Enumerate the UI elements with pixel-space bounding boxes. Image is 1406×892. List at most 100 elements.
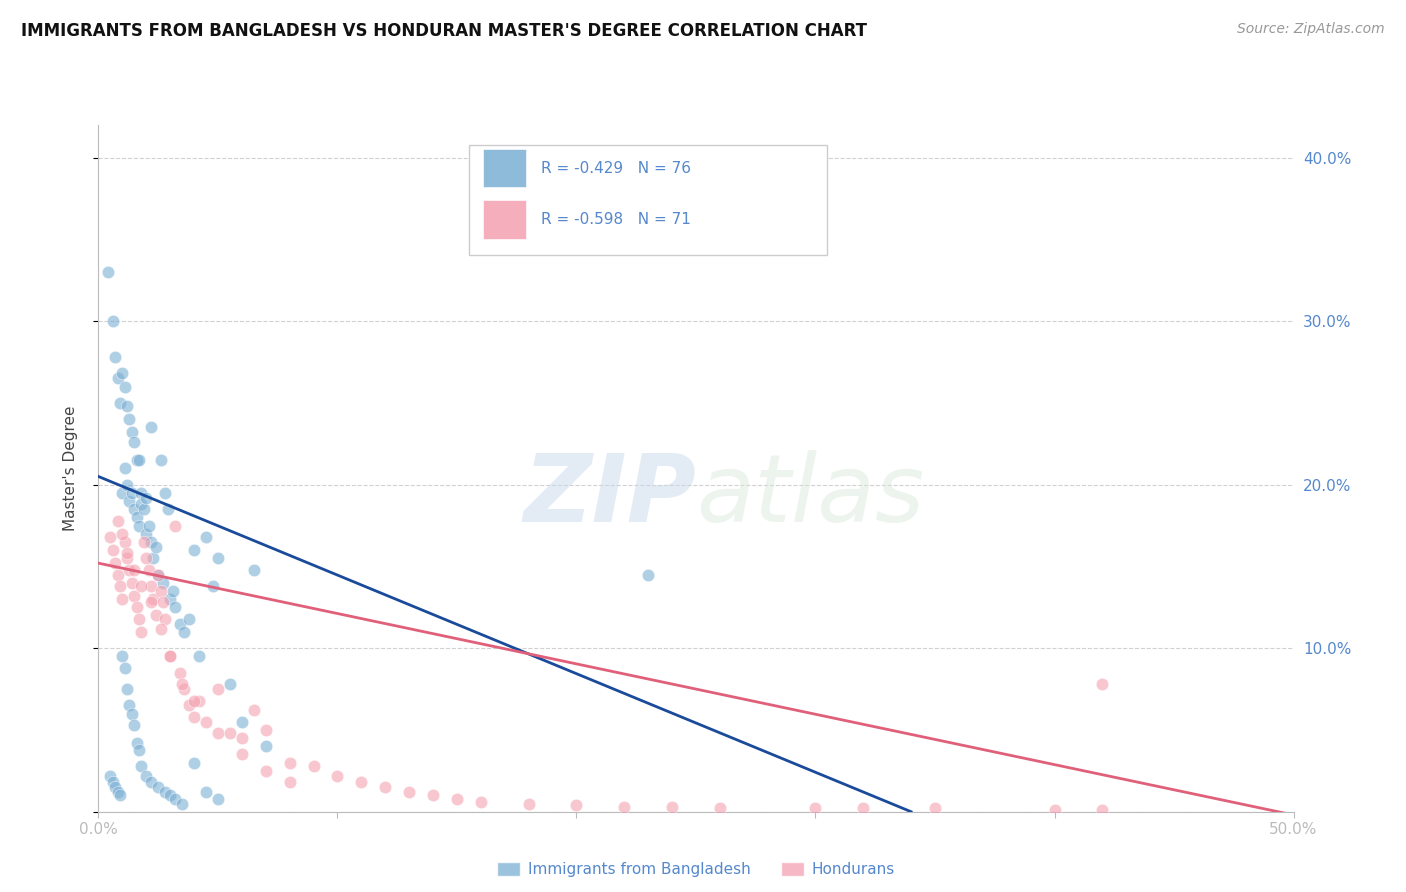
Immigrants from Bangladesh bbox=[128, 518, 150, 533]
Immigrants from Bangladesh bbox=[97, 265, 120, 279]
Immigrants from Bangladesh bbox=[183, 543, 205, 558]
Hondurans bbox=[159, 649, 181, 664]
Hondurans bbox=[124, 589, 146, 603]
Hondurans bbox=[852, 801, 875, 815]
Immigrants from Bangladesh bbox=[139, 534, 162, 549]
Immigrants from Bangladesh bbox=[114, 661, 136, 675]
Immigrants from Bangladesh bbox=[124, 718, 146, 732]
Hondurans bbox=[278, 775, 301, 789]
Immigrants from Bangladesh bbox=[115, 399, 138, 413]
Hondurans bbox=[302, 759, 325, 773]
Hondurans bbox=[326, 769, 349, 783]
Immigrants from Bangladesh bbox=[183, 756, 205, 770]
Hondurans bbox=[207, 681, 229, 696]
Hondurans bbox=[278, 756, 301, 770]
Immigrants from Bangladesh bbox=[163, 600, 186, 615]
Hondurans bbox=[107, 514, 129, 528]
Hondurans bbox=[254, 723, 277, 737]
Hondurans bbox=[398, 785, 420, 799]
Immigrants from Bangladesh bbox=[152, 575, 174, 590]
Immigrants from Bangladesh bbox=[243, 563, 266, 577]
Immigrants from Bangladesh bbox=[104, 350, 127, 364]
Text: atlas: atlas bbox=[696, 450, 924, 541]
Immigrants from Bangladesh bbox=[121, 425, 143, 440]
Immigrants from Bangladesh bbox=[101, 775, 124, 789]
Immigrants from Bangladesh bbox=[115, 681, 138, 696]
Hondurans bbox=[183, 693, 205, 707]
Immigrants from Bangladesh bbox=[142, 551, 165, 566]
Immigrants from Bangladesh bbox=[202, 579, 225, 593]
Hondurans bbox=[350, 775, 373, 789]
Hondurans bbox=[804, 801, 827, 815]
Hondurans bbox=[111, 592, 134, 607]
Hondurans bbox=[661, 799, 683, 814]
Immigrants from Bangladesh bbox=[194, 530, 218, 544]
Hondurans bbox=[118, 563, 141, 577]
Hondurans bbox=[114, 534, 136, 549]
Hondurans bbox=[139, 595, 162, 609]
Immigrants from Bangladesh bbox=[118, 412, 141, 426]
Immigrants from Bangladesh bbox=[148, 567, 170, 582]
Hondurans bbox=[131, 579, 153, 593]
Text: IMMIGRANTS FROM BANGLADESH VS HONDURAN MASTER'S DEGREE CORRELATION CHART: IMMIGRANTS FROM BANGLADESH VS HONDURAN M… bbox=[21, 22, 868, 40]
Hondurans bbox=[517, 797, 540, 811]
Immigrants from Bangladesh bbox=[108, 789, 131, 803]
Immigrants from Bangladesh bbox=[138, 518, 160, 533]
Hondurans bbox=[115, 546, 138, 560]
Immigrants from Bangladesh bbox=[159, 592, 181, 607]
Immigrants from Bangladesh bbox=[219, 677, 242, 691]
Hondurans bbox=[142, 592, 165, 607]
Hondurans bbox=[565, 798, 588, 813]
Hondurans bbox=[152, 595, 174, 609]
Immigrants from Bangladesh bbox=[159, 789, 181, 803]
Hondurans bbox=[131, 624, 153, 639]
Hondurans bbox=[374, 780, 396, 794]
Hondurans bbox=[159, 649, 181, 664]
Immigrants from Bangladesh bbox=[131, 759, 153, 773]
Immigrants from Bangladesh bbox=[637, 567, 659, 582]
Hondurans bbox=[169, 665, 191, 680]
Text: ZIP: ZIP bbox=[523, 450, 696, 541]
Immigrants from Bangladesh bbox=[155, 785, 177, 799]
Immigrants from Bangladesh bbox=[145, 540, 167, 554]
Immigrants from Bangladesh bbox=[135, 526, 157, 541]
Immigrants from Bangladesh bbox=[135, 769, 157, 783]
Hondurans bbox=[125, 600, 148, 615]
Hondurans bbox=[446, 791, 468, 805]
Immigrants from Bangladesh bbox=[172, 797, 194, 811]
Immigrants from Bangladesh bbox=[108, 396, 131, 410]
Hondurans bbox=[183, 710, 205, 724]
Immigrants from Bangladesh bbox=[128, 742, 150, 756]
Hondurans bbox=[231, 731, 253, 746]
Immigrants from Bangladesh bbox=[194, 785, 218, 799]
Hondurans bbox=[98, 530, 122, 544]
Hondurans bbox=[138, 563, 160, 577]
Immigrants from Bangladesh bbox=[121, 706, 143, 721]
Hondurans bbox=[422, 789, 444, 803]
Immigrants from Bangladesh bbox=[135, 491, 157, 505]
Hondurans bbox=[155, 612, 177, 626]
Immigrants from Bangladesh bbox=[118, 698, 141, 713]
Hondurans bbox=[709, 801, 731, 815]
Hondurans bbox=[132, 534, 155, 549]
Immigrants from Bangladesh bbox=[111, 485, 134, 500]
Immigrants from Bangladesh bbox=[118, 494, 141, 508]
Immigrants from Bangladesh bbox=[139, 775, 162, 789]
Immigrants from Bangladesh bbox=[179, 612, 201, 626]
Hondurans bbox=[101, 543, 124, 558]
Hondurans bbox=[1043, 803, 1066, 817]
Immigrants from Bangladesh bbox=[156, 502, 179, 516]
Immigrants from Bangladesh bbox=[132, 502, 155, 516]
Hondurans bbox=[149, 622, 172, 636]
Immigrants from Bangladesh bbox=[148, 780, 170, 794]
Immigrants from Bangladesh bbox=[128, 453, 150, 467]
Text: Source: ZipAtlas.com: Source: ZipAtlas.com bbox=[1237, 22, 1385, 37]
Immigrants from Bangladesh bbox=[131, 497, 153, 511]
Hondurans bbox=[128, 612, 150, 626]
Hondurans bbox=[148, 567, 170, 582]
Immigrants from Bangladesh bbox=[107, 785, 129, 799]
Immigrants from Bangladesh bbox=[115, 477, 138, 491]
Hondurans bbox=[207, 726, 229, 740]
Hondurans bbox=[108, 579, 131, 593]
Immigrants from Bangladesh bbox=[107, 371, 129, 385]
